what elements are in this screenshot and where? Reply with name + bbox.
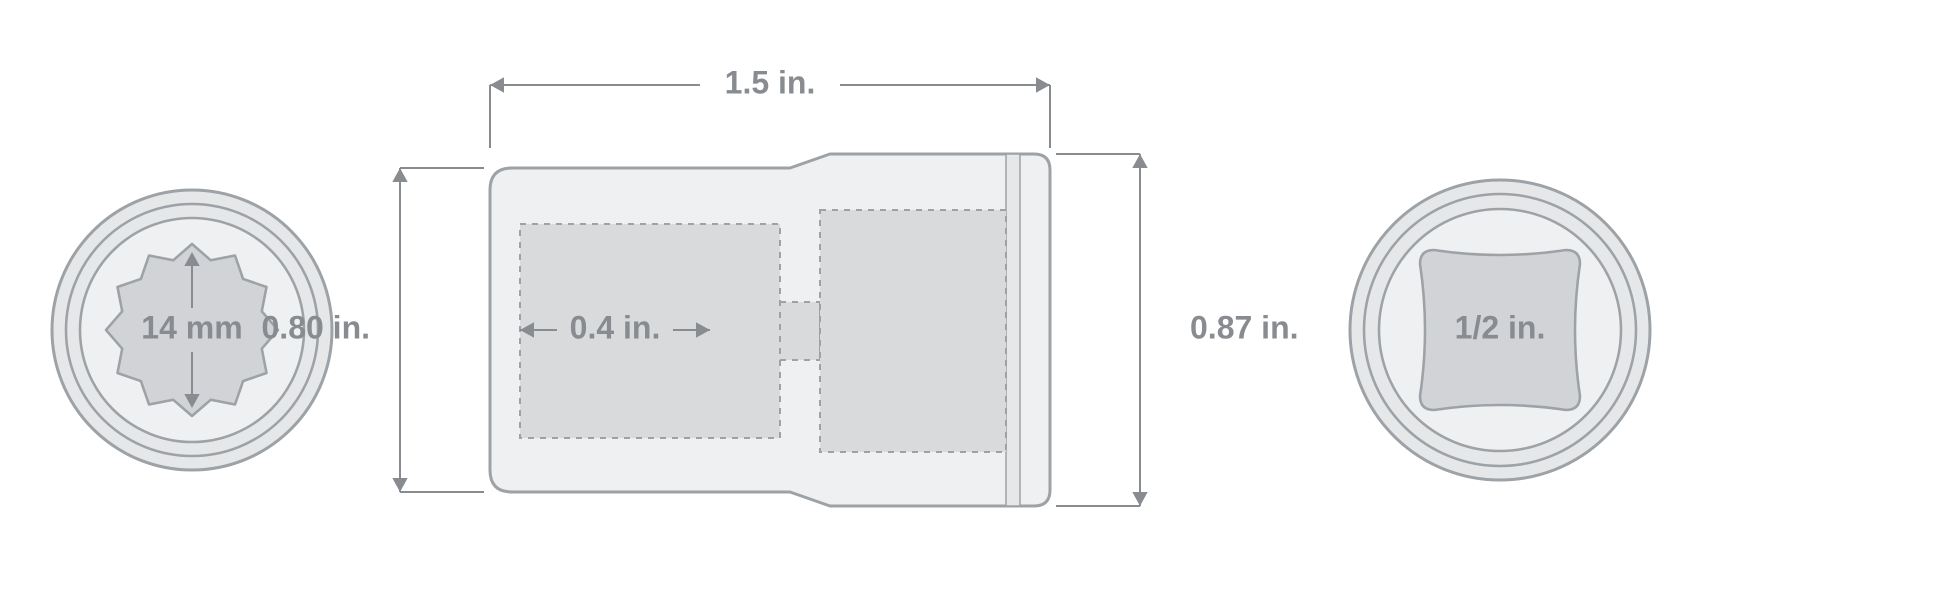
side-view: 1.5 in. 0.80 in. 0.4 in. 0.87 in. (262, 64, 1299, 506)
drive-view: 1/2 in. (1350, 180, 1650, 480)
socket-size-label: 14 mm (141, 309, 242, 345)
drive-diameter-label: 0.87 in. (1190, 309, 1299, 345)
retention-groove (1006, 154, 1020, 506)
overall-length-label: 1.5 in. (725, 64, 816, 100)
outer-diameter-label: 0.80 in. (262, 309, 371, 345)
drive-depth-label: 0.4 in. (570, 309, 661, 345)
drive-size-label: 1/2 in. (1455, 309, 1546, 345)
